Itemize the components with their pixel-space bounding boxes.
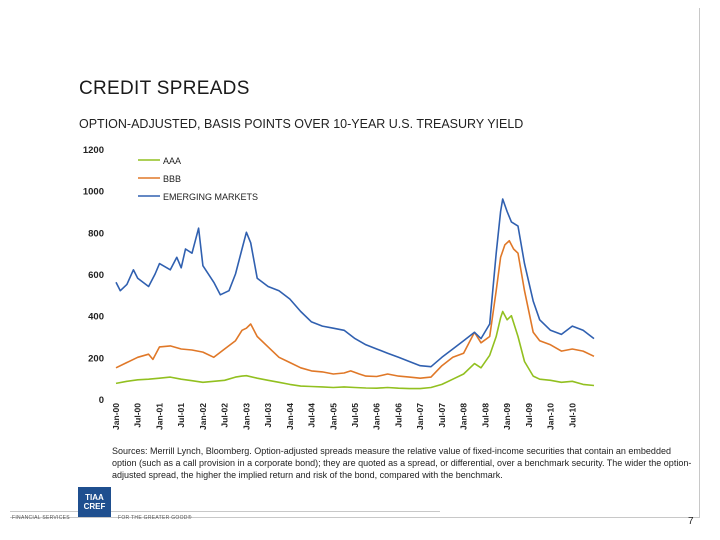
x-tick-label: Jan-03 xyxy=(241,403,251,430)
footer-rule xyxy=(10,511,440,512)
x-tick-label: Jul-04 xyxy=(307,403,317,428)
series-line-bbb xyxy=(115,239,595,379)
logo-text-line1: TIAA xyxy=(85,493,104,502)
x-tick-label: Jan-07 xyxy=(415,403,425,430)
y-tick-label: 800 xyxy=(88,228,104,239)
x-tick-label: Jul-09 xyxy=(524,403,534,428)
legend-label: AAA xyxy=(163,156,181,166)
x-tick-label: Jul-01 xyxy=(176,403,186,428)
x-tick-label: Jul-10 xyxy=(567,403,577,428)
x-tick-label: Jul-03 xyxy=(263,403,273,428)
x-tick-label: Jul-00 xyxy=(133,403,143,428)
logo-caption-right: FOR THE GREATER GOOD® xyxy=(118,515,192,521)
x-tick-label: Jan-04 xyxy=(285,403,295,430)
slide-title: CREDIT SPREADS xyxy=(79,78,250,99)
x-tick-label: Jan-02 xyxy=(198,403,208,430)
x-tick-label: Jul-06 xyxy=(393,403,403,428)
x-tick-label: Jul-05 xyxy=(350,403,360,428)
x-tick-label: Jan-10 xyxy=(546,403,556,430)
x-tick-label: Jan-09 xyxy=(502,403,512,430)
legend-label: EMERGING MARKETS xyxy=(163,192,258,202)
slide-frame xyxy=(10,8,700,518)
x-tick-label: Jan-01 xyxy=(154,403,164,430)
x-tick-label: Jan-00 xyxy=(111,403,121,430)
y-tick-label: 1000 xyxy=(83,187,104,198)
x-tick-label: Jan-06 xyxy=(372,403,382,430)
sources-note: Sources: Merrill Lynch, Bloomberg. Optio… xyxy=(112,446,692,480)
y-tick-label: 400 xyxy=(88,312,104,323)
logo-text-line2: CREF xyxy=(83,502,106,511)
slide-subtitle: OPTION-ADJUSTED, BASIS POINTS OVER 10-YE… xyxy=(79,117,524,131)
page-number: 7 xyxy=(688,516,694,527)
series-line-aaa xyxy=(115,310,595,390)
x-tick-label: Jul-08 xyxy=(480,403,490,428)
y-tick-label: 0 xyxy=(99,395,104,406)
x-tick-label: Jul-02 xyxy=(220,403,230,428)
series-line-emerging-markets xyxy=(115,198,595,368)
y-tick-label: 200 xyxy=(88,353,104,364)
x-tick-label: Jan-08 xyxy=(459,403,469,430)
tiaa-cref-logo: TIAA CREF xyxy=(78,487,111,517)
logo-caption-left: FINANCIAL SERVICES xyxy=(12,515,70,521)
y-tick-label: 600 xyxy=(88,270,104,281)
y-tick-label: 1200 xyxy=(83,145,104,156)
legend-label: BBB xyxy=(163,174,181,184)
x-tick-label: Jul-07 xyxy=(437,403,447,428)
x-tick-label: Jan-05 xyxy=(328,403,338,430)
